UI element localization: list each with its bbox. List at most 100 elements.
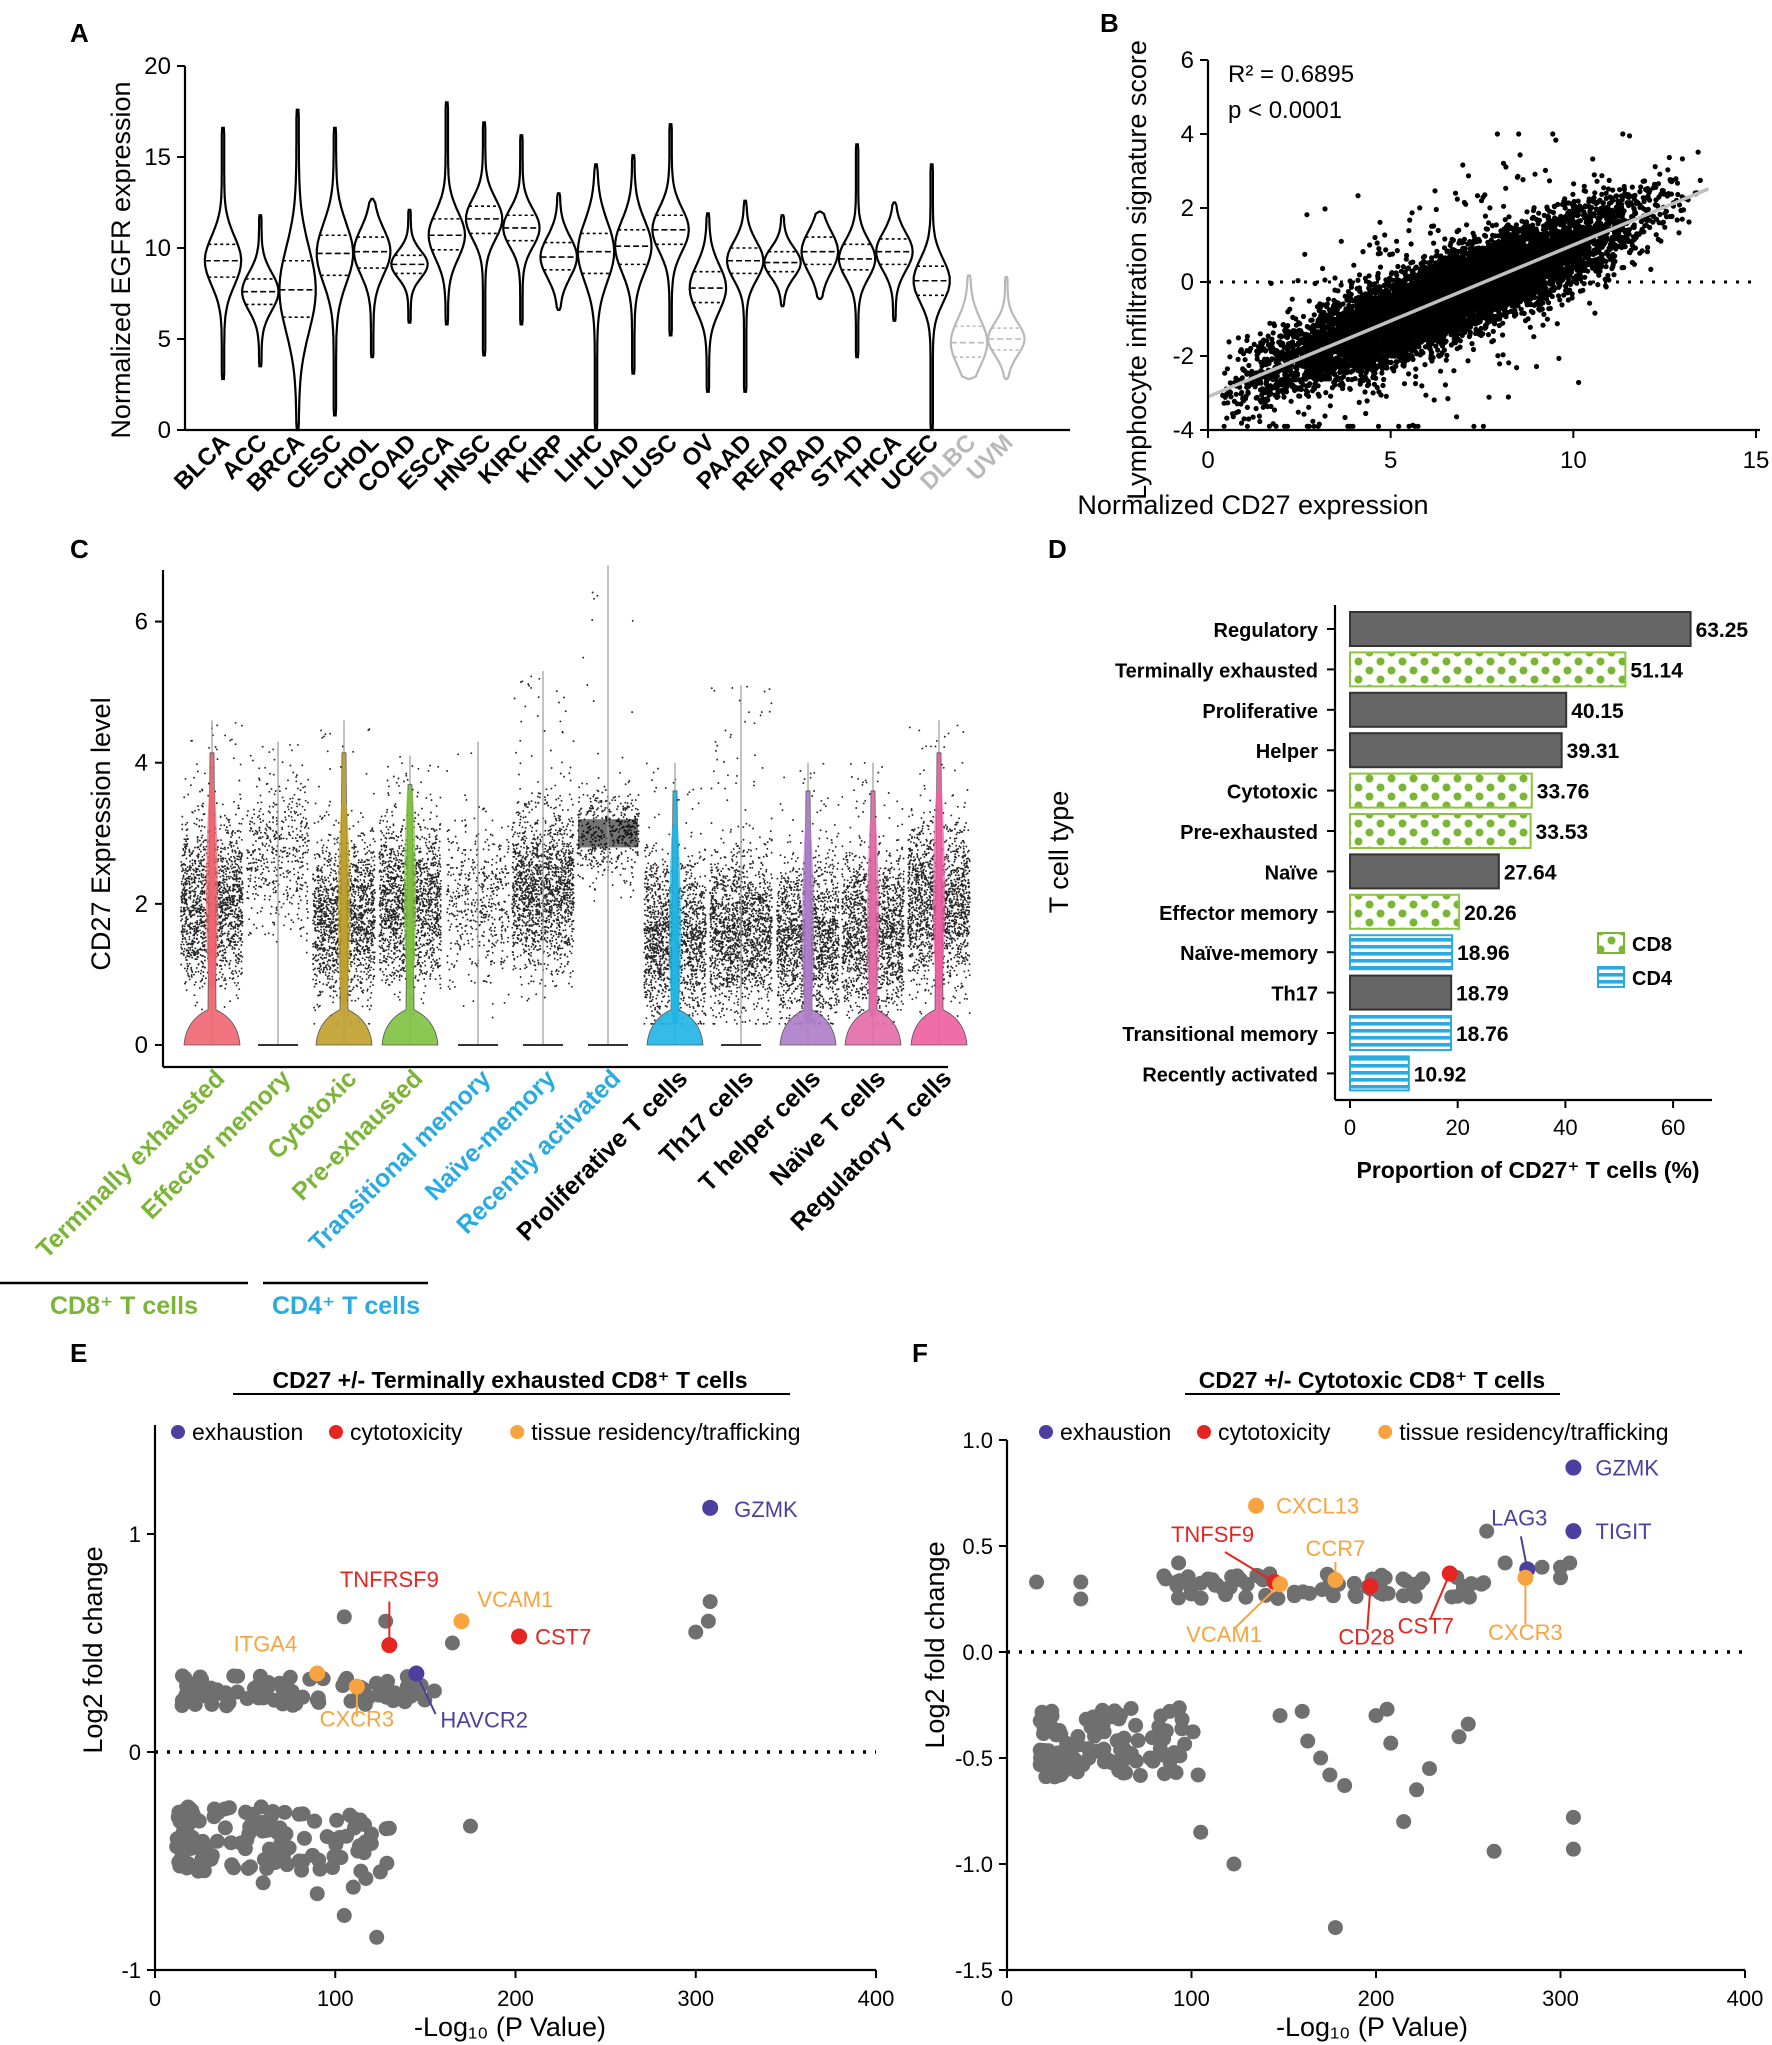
panel-e-volcano-chart: E CD27 +/- Terminally exhausted CD8⁺ T c… — [70, 1338, 894, 2042]
panel-a-y-ticks: 0 5 10 15 20 — [144, 53, 185, 444]
xtick-label: 300 — [1542, 1986, 1579, 2011]
panel-a-violin — [576, 163, 616, 432]
panel-e-title: CD27 +/- Terminally exhausted CD8⁺ T cel… — [272, 1367, 747, 1393]
gene-point — [1185, 1724, 1201, 1740]
panel-d-bar — [1349, 893, 1461, 930]
gene-point — [1379, 1701, 1395, 1717]
panel-d-bar-value: 10.92 — [1414, 1063, 1467, 1086]
gene-label: GZMK — [1595, 1456, 1659, 1481]
gene-point — [1215, 1581, 1231, 1597]
panel-c-violin-upper — [206, 790, 218, 989]
gene-point — [1300, 1733, 1316, 1749]
panel-a-violin — [688, 212, 728, 393]
gene-point — [1368, 1708, 1384, 1724]
gene-point — [1286, 1588, 1302, 1604]
gene-point — [345, 1879, 361, 1895]
panel-d-bar-value: 40.15 — [1571, 700, 1624, 723]
panel-e-label: E — [70, 1338, 87, 1368]
gene-point — [1395, 1588, 1411, 1604]
gene-point — [309, 1886, 325, 1902]
gene-point — [1347, 1587, 1363, 1603]
panel-d-bar — [1349, 813, 1532, 849]
legend-label: cytotoxicity — [1218, 1419, 1331, 1445]
label-leader-line — [1429, 1573, 1451, 1619]
gene-point — [1422, 1761, 1438, 1777]
gene-point — [307, 1813, 323, 1829]
panel-d-ticks: 0 20 40 60 — [1344, 1100, 1685, 1140]
panel-d-category-label: Regulatory — [1214, 620, 1319, 642]
gene-point — [1053, 1726, 1069, 1742]
gene-point — [291, 1853, 307, 1869]
panel-d-xtick-label: 20 — [1445, 1115, 1469, 1140]
legend-dot-tissue — [510, 1425, 525, 1439]
ytick-label: -1 — [121, 1958, 141, 1983]
panel-d-bar — [1349, 611, 1692, 647]
gene-point — [191, 1813, 207, 1829]
gene-point — [702, 1594, 718, 1610]
gene-point — [444, 1635, 460, 1651]
panel-d-category-label: Th17 — [1271, 984, 1318, 1006]
panel-f-plot: 0 100 200 300 400 -1.5 -1.0 -0.5 0.0 0.5 1.0 GZMK TI… — [955, 1428, 1763, 2011]
gene-point — [336, 1908, 352, 1923]
gene-point — [397, 1694, 413, 1710]
legend-label: exhaustion — [1060, 1419, 1171, 1445]
gene-point — [311, 1852, 327, 1868]
xtick-label: 200 — [1358, 1986, 1395, 2011]
gene-point — [217, 1801, 233, 1817]
xtick-label: 100 — [1173, 1986, 1210, 2011]
highlighted-gene-point — [1517, 1569, 1534, 1586]
xtick-label: 300 — [677, 1986, 714, 2011]
gene-label: TIGIT — [1595, 1519, 1651, 1544]
gene-point — [329, 1812, 345, 1828]
gene-point — [1337, 1778, 1353, 1794]
gene-point — [1270, 1591, 1286, 1607]
panel-d-category-label: Cytotoxic — [1227, 782, 1318, 804]
panel-b-ytick-label: -2 — [1173, 343, 1194, 370]
gene-label: CXCL13 — [1276, 1494, 1359, 1519]
panel-d-bar — [1349, 1015, 1453, 1051]
gene-point — [1565, 1809, 1581, 1825]
gene-point — [1450, 1588, 1466, 1604]
gene-point — [1103, 1709, 1119, 1725]
gene-point — [172, 1813, 188, 1829]
gene-point — [1497, 1555, 1513, 1571]
gene-label: CD28 — [1338, 1624, 1394, 1649]
panel-d-category-label: Proliferative — [1202, 701, 1318, 723]
panel-a-violin — [613, 154, 653, 375]
gene-point — [1193, 1575, 1209, 1591]
panel-c-x-label: Naïve T cells — [764, 1064, 891, 1191]
gene-point — [368, 1675, 384, 1691]
gene-point — [218, 1698, 234, 1714]
gene-point — [209, 1833, 225, 1849]
panel-d-xtick-label: 0 — [1344, 1115, 1356, 1140]
xtick-label: 100 — [317, 1986, 354, 2011]
panel-f-title: CD27 +/- Cytotoxic CD8⁺ T cells — [1199, 1367, 1545, 1393]
gene-point — [1190, 1767, 1206, 1783]
panel-d-xtick-label: 40 — [1553, 1115, 1577, 1140]
panel-a-ytick-label: 5 — [158, 326, 171, 353]
panel-d-bar-value: 18.96 — [1457, 942, 1510, 965]
gene-label: TNFRSF9 — [340, 1567, 439, 1592]
highlighted-gene-point — [1248, 1497, 1265, 1514]
highlighted-gene-point — [309, 1665, 326, 1682]
ytick-label: 0.0 — [962, 1640, 993, 1665]
panel-b-points — [1220, 131, 1703, 429]
gene-point — [1373, 1568, 1389, 1584]
gene-point — [1145, 1753, 1161, 1769]
panel-a-ytick-label: 20 — [144, 53, 171, 80]
gene-point — [1073, 1591, 1089, 1607]
panel-a-violin — [390, 208, 429, 324]
highlighted-gene-point — [1362, 1578, 1379, 1595]
panel-a-violin — [352, 197, 392, 359]
panel-c-violin-upper — [404, 790, 416, 989]
xtick-label: 400 — [858, 1986, 895, 2011]
xtick-label: 0 — [1001, 1986, 1013, 2011]
panel-b-xtick-label: 5 — [1384, 447, 1397, 474]
panel-a-violin — [949, 274, 989, 381]
panel-a-violin — [800, 210, 840, 301]
highlighted-gene-point — [1327, 1571, 1344, 1588]
gene-point — [357, 1817, 373, 1833]
panel-d-bar — [1349, 691, 1568, 728]
gene-point — [1032, 1713, 1048, 1729]
gene-point — [1080, 1741, 1096, 1757]
